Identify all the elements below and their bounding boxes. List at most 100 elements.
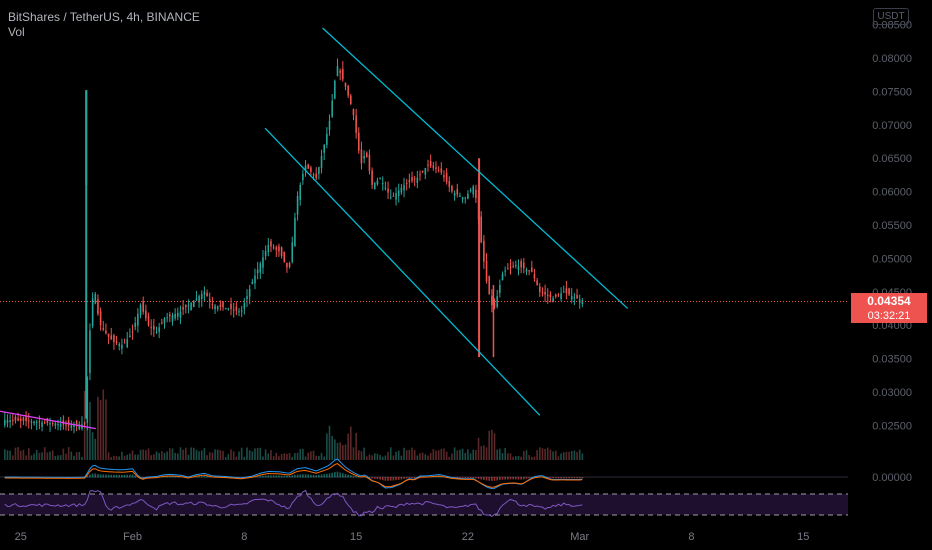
candle-body bbox=[448, 181, 451, 187]
candle-body bbox=[278, 246, 280, 252]
volume-bar bbox=[342, 445, 344, 460]
volume-bar bbox=[509, 453, 512, 460]
volume-bar bbox=[38, 452, 41, 460]
candle-body bbox=[163, 318, 166, 324]
candle-body bbox=[147, 316, 150, 326]
trend-lines[interactable] bbox=[0, 27, 848, 430]
macd-histogram-bar bbox=[395, 477, 397, 481]
candle-body bbox=[59, 424, 62, 427]
candle-body bbox=[528, 270, 530, 272]
volume-bar bbox=[121, 451, 123, 460]
macd-histogram-bar bbox=[270, 475, 272, 478]
volume-bar bbox=[469, 453, 472, 460]
macd-histogram-bar bbox=[408, 477, 411, 479]
macd-histogram-bar bbox=[206, 476, 208, 478]
candle-body bbox=[453, 193, 456, 196]
macd-histogram-bar bbox=[105, 474, 107, 478]
volume-bar bbox=[230, 449, 232, 460]
magenta-trend-line bbox=[0, 410, 96, 430]
volume-bar bbox=[163, 452, 166, 460]
candle-body bbox=[376, 180, 379, 185]
macd-histogram-bar bbox=[115, 474, 118, 478]
macd-histogram-bar bbox=[166, 476, 168, 478]
volume-bar bbox=[507, 453, 509, 460]
macd-histogram-bar bbox=[562, 477, 565, 479]
candle-body bbox=[179, 311, 182, 318]
volume-bar bbox=[357, 450, 360, 460]
macd-histogram-bar bbox=[326, 473, 328, 478]
macd-histogram-bar bbox=[373, 477, 376, 479]
macd-histogram-bar bbox=[113, 474, 115, 478]
candle-body bbox=[523, 262, 525, 269]
macd-histogram-bar bbox=[227, 476, 230, 478]
candle-body bbox=[75, 420, 78, 425]
volume-bar bbox=[467, 449, 469, 460]
macd-histogram-bar bbox=[344, 474, 347, 478]
volume-bar bbox=[179, 447, 182, 460]
candle-body bbox=[312, 174, 315, 176]
candle-body bbox=[342, 68, 344, 80]
candle-body bbox=[259, 263, 262, 273]
candle-body bbox=[99, 311, 102, 326]
volume-bar bbox=[443, 448, 445, 460]
macd-histogram-bar bbox=[339, 472, 341, 478]
candle-body bbox=[416, 177, 419, 183]
candle-body bbox=[355, 115, 357, 133]
volume-bar bbox=[278, 456, 280, 460]
volume-bar bbox=[62, 448, 65, 460]
macd-histogram-bar bbox=[259, 475, 262, 478]
volume-bar bbox=[200, 450, 203, 460]
volume-bar bbox=[453, 447, 456, 460]
macd-histogram-bar bbox=[110, 474, 113, 478]
x-tick-label: 25 bbox=[15, 531, 27, 543]
volume-bar bbox=[448, 456, 451, 460]
macd-histogram-bar bbox=[320, 474, 323, 478]
candle-body bbox=[206, 292, 208, 297]
macd-histogram-bar bbox=[198, 476, 200, 478]
macd-histogram-bar bbox=[493, 477, 496, 481]
candle-body bbox=[507, 268, 509, 270]
macd-histogram-bar bbox=[195, 476, 198, 478]
macd-histogram-bar bbox=[272, 475, 275, 478]
candle-body bbox=[49, 423, 51, 425]
macd-histogram-bar bbox=[118, 474, 121, 478]
candle-body bbox=[310, 167, 312, 172]
channel-upper-line bbox=[322, 27, 629, 309]
candles bbox=[3, 58, 584, 434]
candle-body bbox=[187, 305, 190, 307]
candle-body bbox=[515, 265, 517, 267]
macd-histogram-bar bbox=[203, 475, 206, 478]
candle-body bbox=[368, 154, 371, 172]
candle-body bbox=[320, 156, 323, 169]
macd-histogram-bar bbox=[347, 474, 349, 478]
volume-bar bbox=[477, 437, 480, 460]
volume-bar bbox=[485, 447, 488, 460]
macd-histogram-bar bbox=[294, 474, 296, 478]
candle-body bbox=[19, 418, 22, 421]
volume-bar bbox=[206, 455, 208, 460]
candle-body bbox=[57, 423, 59, 426]
rsi-band bbox=[0, 494, 848, 515]
macd-histogram-bar bbox=[469, 477, 472, 479]
candle-body bbox=[538, 286, 541, 292]
macd-histogram-bar bbox=[488, 477, 491, 481]
volume-bar bbox=[405, 450, 408, 460]
currency-button[interactable]: USDT bbox=[873, 8, 909, 25]
candle-body bbox=[536, 280, 538, 286]
macd-histogram-bar bbox=[496, 477, 498, 481]
macd-histogram-bar bbox=[355, 476, 357, 478]
candle-body bbox=[552, 298, 554, 303]
macd-histogram-bar bbox=[403, 477, 405, 479]
volume-bar bbox=[33, 453, 35, 460]
volume-bar bbox=[267, 453, 270, 460]
volume-bar bbox=[499, 448, 501, 460]
volume-bar bbox=[280, 453, 283, 460]
volume-bar bbox=[445, 451, 448, 460]
macd-histogram-bar bbox=[89, 474, 91, 478]
macd-histogram-bar bbox=[389, 477, 392, 481]
volume-bar bbox=[139, 449, 142, 460]
volume-bar bbox=[137, 454, 139, 460]
volume-bar bbox=[270, 450, 272, 460]
volume-bar bbox=[11, 455, 14, 460]
